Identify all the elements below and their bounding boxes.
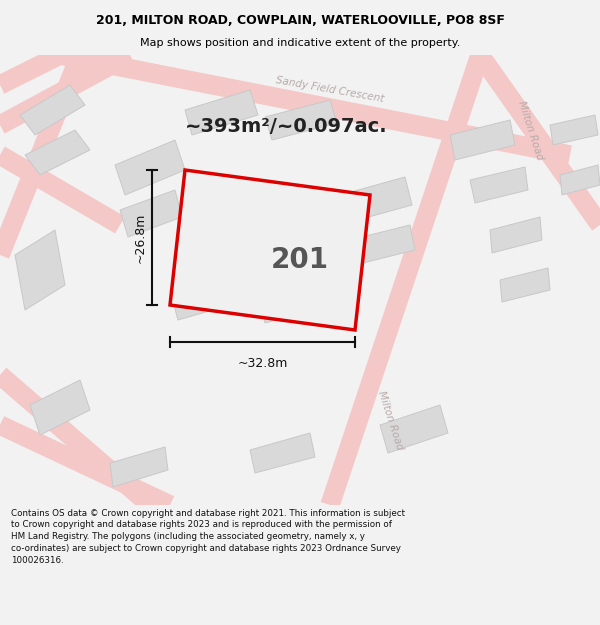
- Text: ~32.8m: ~32.8m: [238, 357, 287, 370]
- Polygon shape: [550, 115, 598, 145]
- Polygon shape: [490, 217, 542, 253]
- Polygon shape: [340, 177, 412, 223]
- Text: Contains OS data © Crown copyright and database right 2021. This information is : Contains OS data © Crown copyright and d…: [11, 509, 405, 565]
- Text: Sandy Field Crescent: Sandy Field Crescent: [275, 76, 385, 104]
- Polygon shape: [110, 447, 168, 487]
- Polygon shape: [260, 277, 330, 323]
- Polygon shape: [120, 190, 182, 237]
- Polygon shape: [450, 120, 515, 160]
- Text: Map shows position and indicative extent of the property.: Map shows position and indicative extent…: [140, 39, 460, 49]
- Polygon shape: [115, 140, 185, 195]
- Text: 201: 201: [271, 246, 329, 274]
- Polygon shape: [20, 85, 85, 135]
- Polygon shape: [30, 380, 90, 435]
- Text: ~26.8m: ~26.8m: [133, 213, 146, 262]
- Polygon shape: [250, 433, 315, 473]
- Polygon shape: [500, 268, 550, 302]
- Polygon shape: [560, 165, 600, 195]
- Polygon shape: [25, 130, 90, 175]
- Text: Milton Road: Milton Road: [376, 389, 404, 451]
- Polygon shape: [380, 405, 448, 453]
- Text: 201, MILTON ROAD, COWPLAIN, WATERLOOVILLE, PO8 8SF: 201, MILTON ROAD, COWPLAIN, WATERLOOVILL…: [95, 14, 505, 27]
- Polygon shape: [170, 270, 248, 320]
- Polygon shape: [470, 167, 528, 203]
- Polygon shape: [265, 100, 337, 140]
- Polygon shape: [15, 230, 65, 310]
- Text: ~393m²/~0.097ac.: ~393m²/~0.097ac.: [185, 118, 388, 136]
- Polygon shape: [185, 90, 258, 135]
- Polygon shape: [170, 170, 370, 330]
- Text: Milton Road: Milton Road: [516, 99, 544, 161]
- Polygon shape: [350, 225, 415, 265]
